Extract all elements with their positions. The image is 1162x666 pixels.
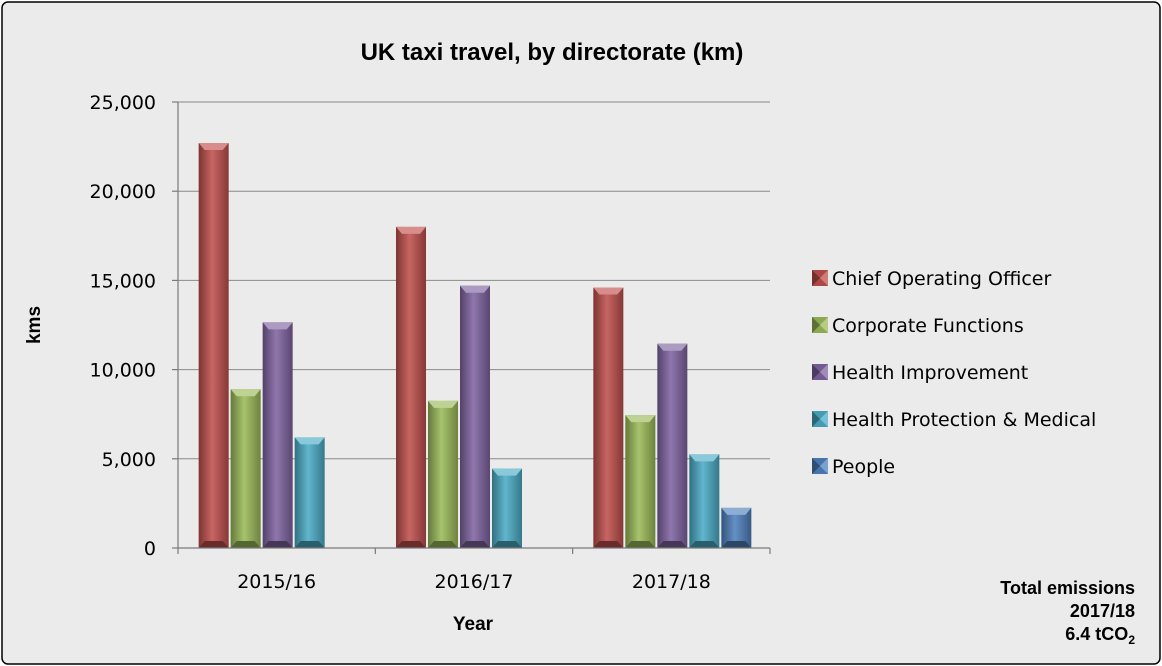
x-tick-label: 2017/18 <box>632 571 711 593</box>
bar <box>657 343 688 548</box>
legend-label: Health Improvement <box>832 362 1028 384</box>
legend-item: Corporate Functions <box>812 315 1024 337</box>
legend-item: Health Improvement <box>812 362 1028 384</box>
y-axis-title: kms <box>24 306 45 344</box>
note-co2-main: 6.4 tCO <box>1065 624 1128 644</box>
legend-item: Health Protection & Medical <box>812 409 1096 431</box>
y-tick-label: 0 <box>144 538 156 560</box>
y-tick-label: 20,000 <box>90 181 156 203</box>
note-line-2: 2017/18 <box>1070 601 1135 621</box>
bar <box>492 468 522 548</box>
bar <box>689 454 720 548</box>
axes <box>177 102 770 549</box>
bars <box>198 143 752 549</box>
bar <box>230 389 261 548</box>
legend-label: Chief Operating Officer <box>832 268 1051 290</box>
x-tick-label: 2016/17 <box>435 571 514 593</box>
legend-item: Chief Operating Officer <box>812 268 1051 290</box>
bar <box>294 437 325 548</box>
bar <box>625 415 656 548</box>
legend-label: People <box>832 456 895 478</box>
legend-item: People <box>812 456 895 478</box>
y-tick-label: 25,000 <box>90 92 156 114</box>
bar <box>396 226 426 548</box>
bar <box>428 400 458 548</box>
y-tick-label: 15,000 <box>90 270 156 292</box>
legend-swatch <box>812 411 828 427</box>
note-line-3: 6.4 tCO2 <box>1065 624 1135 647</box>
legend-label: Health Protection & Medical <box>832 409 1096 431</box>
bar <box>593 287 624 548</box>
bar <box>198 143 229 549</box>
x-axis-ticks: 2015/16 2016/17 2017/18 <box>177 548 771 593</box>
x-tick-label: 2015/16 <box>237 571 316 593</box>
note-co2-subscript: 2 <box>1128 633 1135 647</box>
chart-title: UK taxi travel, by directorate (km) <box>361 39 744 66</box>
legend-swatch <box>812 364 828 380</box>
y-axis-ticks: 0 5,000 10,000 15,000 20,000 25,000 <box>90 92 178 560</box>
legend-swatch <box>812 317 828 333</box>
y-tick-label: 10,000 <box>90 360 156 382</box>
emissions-note: Total emissions 2017/18 6.4 tCO2 <box>1000 578 1135 647</box>
note-line-1: Total emissions <box>1000 578 1135 598</box>
legend: Chief Operating Officer Corporate Functio… <box>812 268 1096 478</box>
legend-swatch <box>812 270 828 286</box>
legend-swatch <box>812 458 828 474</box>
x-axis-title: Year <box>453 614 494 635</box>
bar <box>262 322 293 548</box>
legend-label: Corporate Functions <box>832 315 1024 337</box>
bar <box>721 507 752 548</box>
bar <box>460 285 490 548</box>
y-tick-label: 5,000 <box>102 449 156 471</box>
